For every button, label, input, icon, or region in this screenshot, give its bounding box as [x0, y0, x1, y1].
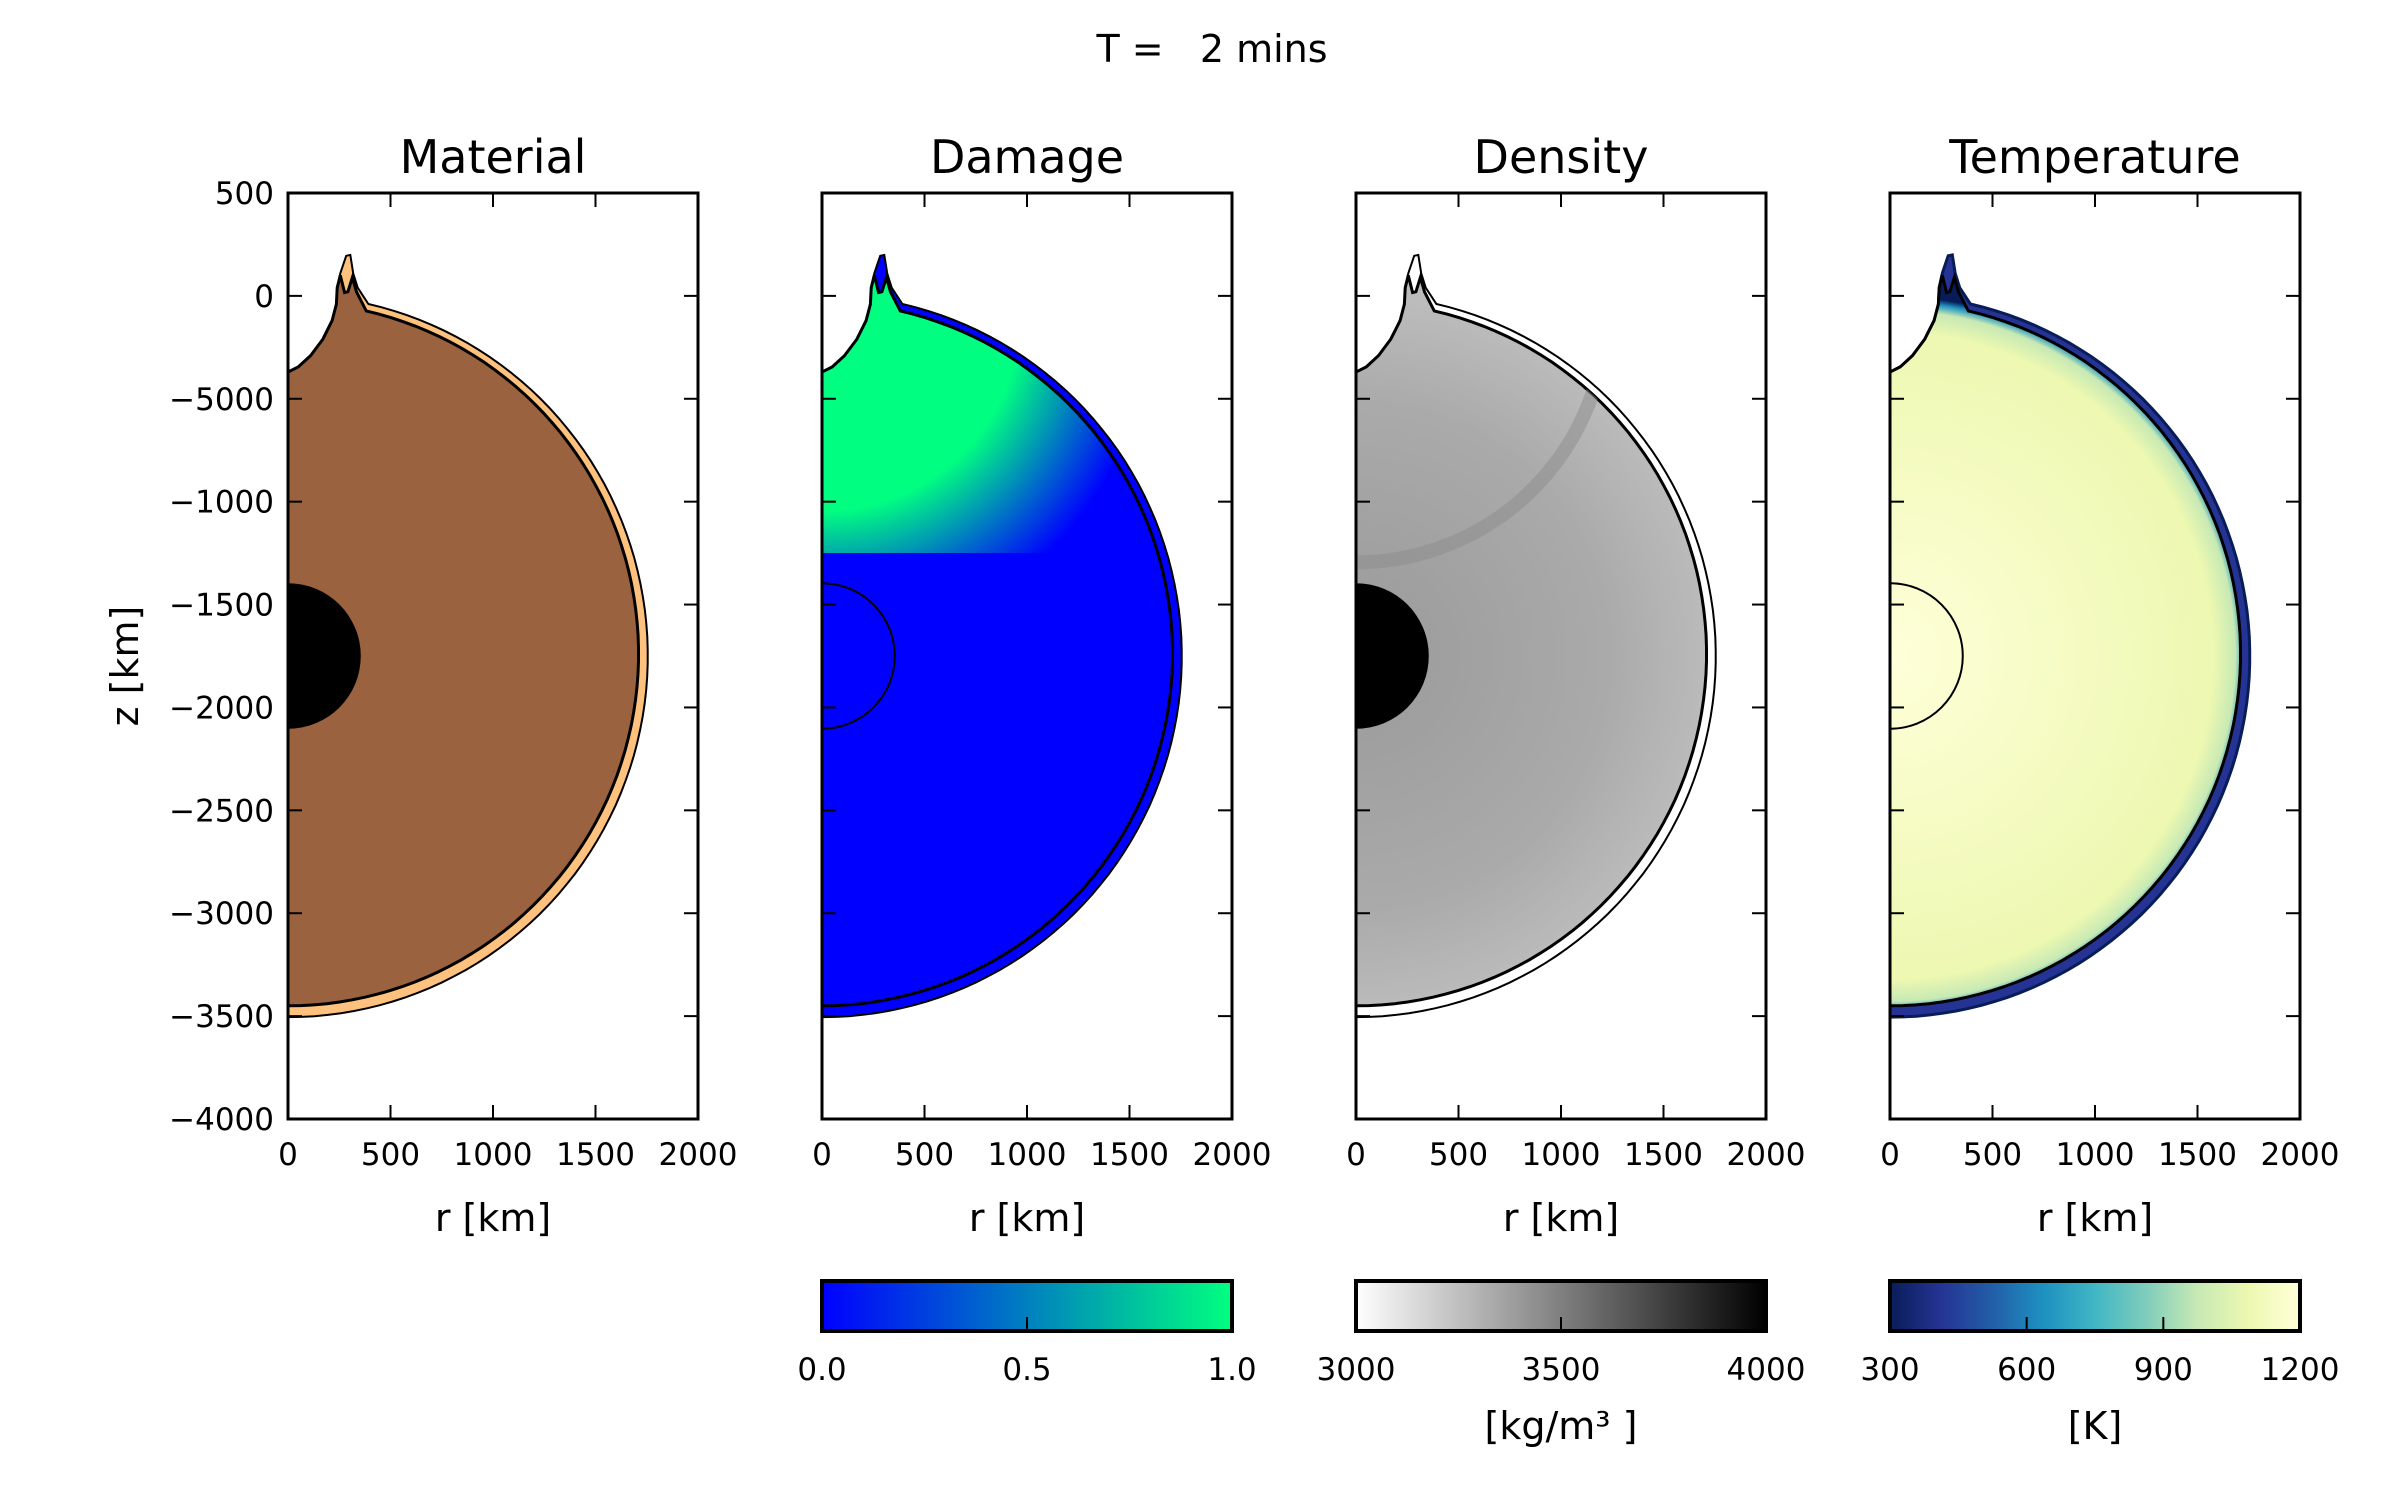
panels: 0 500 1000 1500 2000 500 0 −5000 −1000 −1500 −2000…	[103, 130, 2340, 1240]
y-tick-label: −1000	[169, 485, 274, 521]
x-tick-label: 0	[1346, 1137, 1366, 1173]
x-tick-label: 2000	[2261, 1137, 2340, 1173]
x-tick-label: 0	[812, 1137, 832, 1173]
x-tick-label: 1500	[2158, 1137, 2237, 1173]
colorbar-temperature: 300 600 900 1200 [K]	[1860, 1279, 2340, 1448]
y-tick-label: −2500	[169, 793, 274, 829]
core-contour	[1890, 582, 1964, 730]
mantle-density	[1356, 272, 1708, 1017]
x-axis-label: r [km]	[435, 1196, 551, 1240]
mantle-region	[288, 272, 640, 1017]
x-tick-label: 500	[361, 1137, 420, 1173]
colorbar-tick-label: 1200	[2261, 1352, 2340, 1388]
x-axis-label: r [km]	[969, 1196, 1085, 1240]
x-tick-label: 0	[1880, 1137, 1900, 1173]
panel-material: 0 500 1000 1500 2000 500 0 −5000 −1000 −1500 −2000…	[103, 130, 737, 1240]
x-tick-label: 1000	[2056, 1137, 2135, 1173]
x-tick-label: 1000	[1522, 1137, 1601, 1173]
figure-suptitle: T = 2 mins	[1095, 27, 1327, 71]
core-density	[1356, 583, 1429, 729]
y-tick-label: −2000	[169, 690, 274, 726]
panel-title: Temperature	[1948, 130, 2240, 184]
colorbar-tick-label: 4000	[1727, 1352, 1806, 1388]
x-tick-label: 1500	[1090, 1137, 1169, 1173]
y-tick-label: 500	[215, 176, 274, 212]
colorbar-tick-label: 0.5	[1002, 1352, 1051, 1388]
colorbar-tick-label: 3500	[1522, 1352, 1601, 1388]
x-tick-label: 500	[1429, 1137, 1488, 1173]
x-tick-label: 2000	[1727, 1137, 1806, 1173]
y-tick-label: −3000	[169, 896, 274, 932]
x-tick-label: 0	[278, 1137, 298, 1173]
y-tick-label: −1500	[169, 588, 274, 624]
colorbar-tick-label: 600	[1997, 1352, 2056, 1388]
x-tick-label: 2000	[1193, 1137, 1272, 1173]
damage-high-region	[822, 275, 1173, 553]
colorbar-tick-label: 1.0	[1207, 1352, 1256, 1388]
x-tick-label: 1500	[1624, 1137, 1703, 1173]
x-tick-label: 2000	[659, 1137, 738, 1173]
colorbar-tick-label: 3000	[1317, 1352, 1396, 1388]
panel-title: Material	[400, 130, 587, 184]
y-tick-label: −5000	[169, 382, 274, 418]
y-axis-label: z [km]	[103, 606, 147, 727]
x-tick-label: 1500	[556, 1137, 635, 1173]
panel-field	[288, 253, 649, 1019]
y-tick-label: −3500	[169, 999, 274, 1035]
panel-density: 0 500 1000 1500 2000 Density r [km]	[1346, 130, 1806, 1240]
colorbar-tick-label: 0.0	[797, 1352, 846, 1388]
colorbar-damage: 0.0 0.5 1.0	[797, 1279, 1257, 1388]
colorbar-label: [K]	[2068, 1404, 2123, 1448]
x-axis-label: r [km]	[2037, 1196, 2153, 1240]
panel-title: Density	[1474, 130, 1649, 184]
y-tick-label: 0	[254, 279, 274, 315]
core-contour	[822, 582, 896, 730]
panel-damage: 0 500 1000 1500 2000 Damage r [km]	[812, 130, 1272, 1240]
panel-field	[1890, 253, 2252, 1019]
colorbar-density: 3000 3500 4000 [kg/m³ ]	[1317, 1279, 1806, 1448]
colorbar-tick-label: 900	[2134, 1352, 2193, 1388]
x-tick-label: 500	[1963, 1137, 2022, 1173]
core-region	[288, 583, 361, 729]
panel-field	[1356, 253, 1717, 1019]
material-contour	[822, 272, 1174, 1017]
y-tick-label: −4000	[169, 1102, 274, 1138]
x-tick-label: 1000	[988, 1137, 1067, 1173]
colorbar-tick-label: 300	[1860, 1352, 1919, 1388]
x-tick-label: 500	[895, 1137, 954, 1173]
panel-title: Damage	[930, 130, 1124, 184]
panel-temperature: 0 500 1000 1500 2000 Temperature r [km]	[1880, 130, 2340, 1240]
colorbar-label: [kg/m³ ]	[1485, 1404, 1638, 1448]
x-axis-label: r [km]	[1503, 1196, 1619, 1240]
colorbars: 0.0 0.5 1.0 3000 3500 4000 [kg/m³ ] 300 600 900 12…	[797, 1279, 2340, 1448]
mantle-temperature	[1890, 272, 2242, 1017]
colorbar-gradient	[1888, 1279, 2302, 1333]
x-tick-label: 1000	[454, 1137, 533, 1173]
